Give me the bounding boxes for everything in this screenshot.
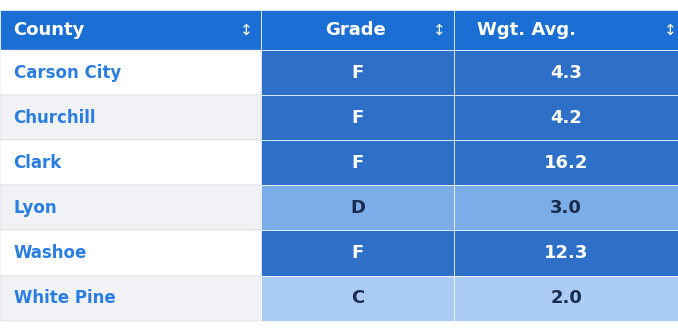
Text: Wgt. Avg.: Wgt. Avg. — [477, 21, 576, 39]
Text: Clark: Clark — [14, 154, 62, 172]
FancyBboxPatch shape — [0, 185, 261, 230]
Text: Carson City: Carson City — [14, 64, 121, 81]
FancyBboxPatch shape — [261, 140, 454, 185]
Text: Washoe: Washoe — [14, 244, 87, 262]
FancyBboxPatch shape — [261, 95, 454, 140]
FancyBboxPatch shape — [261, 230, 454, 276]
Text: 3.0: 3.0 — [550, 199, 582, 217]
Text: White Pine: White Pine — [14, 289, 115, 307]
FancyBboxPatch shape — [454, 276, 678, 321]
Text: C: C — [351, 289, 364, 307]
Text: Lyon: Lyon — [14, 199, 57, 217]
Text: F: F — [351, 154, 363, 172]
FancyBboxPatch shape — [454, 140, 678, 185]
Text: ↕: ↕ — [663, 23, 676, 37]
FancyBboxPatch shape — [261, 50, 454, 95]
Text: County: County — [14, 21, 85, 39]
FancyBboxPatch shape — [0, 230, 261, 276]
FancyBboxPatch shape — [261, 185, 454, 230]
Text: F: F — [351, 244, 363, 262]
FancyBboxPatch shape — [454, 95, 678, 140]
Text: D: D — [350, 199, 365, 217]
FancyBboxPatch shape — [454, 230, 678, 276]
FancyBboxPatch shape — [0, 95, 261, 140]
FancyBboxPatch shape — [261, 10, 454, 50]
Text: 12.3: 12.3 — [544, 244, 589, 262]
FancyBboxPatch shape — [0, 140, 261, 185]
Text: 16.2: 16.2 — [544, 154, 589, 172]
FancyBboxPatch shape — [454, 50, 678, 95]
Text: F: F — [351, 109, 363, 127]
Text: ↕: ↕ — [433, 23, 445, 37]
FancyBboxPatch shape — [454, 185, 678, 230]
Text: 4.3: 4.3 — [550, 64, 582, 81]
Text: 2.0: 2.0 — [550, 289, 582, 307]
FancyBboxPatch shape — [0, 10, 261, 50]
FancyBboxPatch shape — [261, 276, 454, 321]
FancyBboxPatch shape — [454, 10, 678, 50]
Text: 4.2: 4.2 — [550, 109, 582, 127]
Text: Grade: Grade — [325, 21, 386, 39]
FancyBboxPatch shape — [0, 50, 261, 95]
FancyBboxPatch shape — [0, 276, 261, 321]
Text: F: F — [351, 64, 363, 81]
Text: ↕: ↕ — [240, 23, 252, 37]
Text: Churchill: Churchill — [14, 109, 96, 127]
